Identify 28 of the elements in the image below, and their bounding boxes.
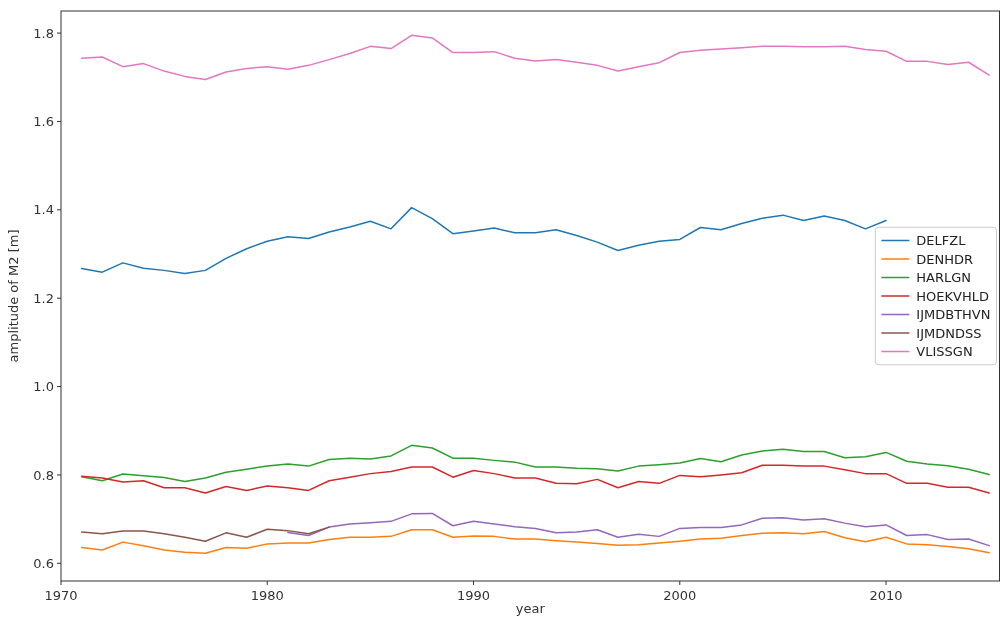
y-tick-label: 1.6 — [33, 114, 54, 130]
y-tick-label: 1.0 — [33, 379, 54, 395]
x-tick-label: 2010 — [869, 588, 903, 603]
line-series — [80, 444, 990, 483]
line-series — [80, 464, 990, 494]
legend-label: DENHDR — [916, 251, 974, 267]
legend-label: DELFZL — [916, 233, 967, 249]
y-tick-label: 1.4 — [33, 202, 54, 218]
y-tick-label: 1.2 — [33, 290, 54, 306]
line-series — [80, 34, 990, 81]
y-tick-label: 1.8 — [33, 25, 54, 41]
y-axis-title: amplitude of M2 [m] — [6, 229, 21, 363]
line-series — [80, 206, 887, 275]
x-tick-label: 1980 — [250, 588, 284, 603]
legend-label: IJMDBTHVN — [916, 307, 991, 323]
legend-label: IJMDNDSS — [916, 325, 982, 341]
legend-label: HARLGN — [916, 270, 972, 286]
x-tick-label: 2000 — [663, 588, 697, 603]
legend-label: HOEKVHLD — [916, 288, 990, 304]
line-series — [80, 526, 330, 542]
x-tick-label: 1970 — [44, 588, 78, 603]
x-tick-label: 1990 — [456, 588, 491, 603]
x-axis-title: year — [515, 601, 546, 616]
line-series — [80, 528, 990, 554]
line-series — [287, 512, 990, 547]
y-tick-label: 0.6 — [33, 555, 54, 571]
legend-label: VLISSGN — [916, 344, 973, 360]
y-tick-label: 0.8 — [33, 467, 54, 483]
